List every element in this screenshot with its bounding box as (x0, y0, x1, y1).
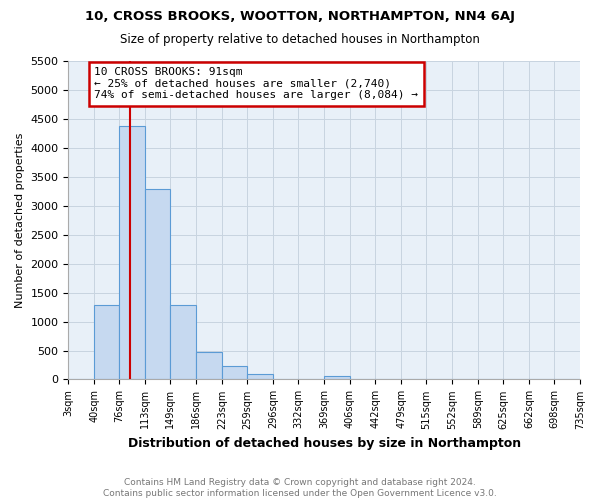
Bar (119, 126, 145, 380)
Bar (94, 306, 119, 380)
Bar (196, 352, 222, 380)
Bar (145, 188, 170, 380)
Text: 10 CROSS BROOKS: 91sqm
← 25% of detached houses are smaller (2,740)
74% of semi-: 10 CROSS BROOKS: 91sqm ← 25% of detached… (94, 68, 418, 100)
Text: Size of property relative to detached houses in Northampton: Size of property relative to detached ho… (120, 32, 480, 46)
Bar (324, 376, 350, 380)
Bar (222, 366, 247, 380)
Bar (247, 374, 273, 380)
X-axis label: Distribution of detached houses by size in Northampton: Distribution of detached houses by size … (128, 437, 521, 450)
Bar (170, 306, 196, 380)
Y-axis label: Number of detached properties: Number of detached properties (15, 133, 25, 308)
Text: Contains HM Land Registry data © Crown copyright and database right 2024.
Contai: Contains HM Land Registry data © Crown c… (103, 478, 497, 498)
Text: 10, CROSS BROOKS, WOOTTON, NORTHAMPTON, NN4 6AJ: 10, CROSS BROOKS, WOOTTON, NORTHAMPTON, … (85, 10, 515, 23)
